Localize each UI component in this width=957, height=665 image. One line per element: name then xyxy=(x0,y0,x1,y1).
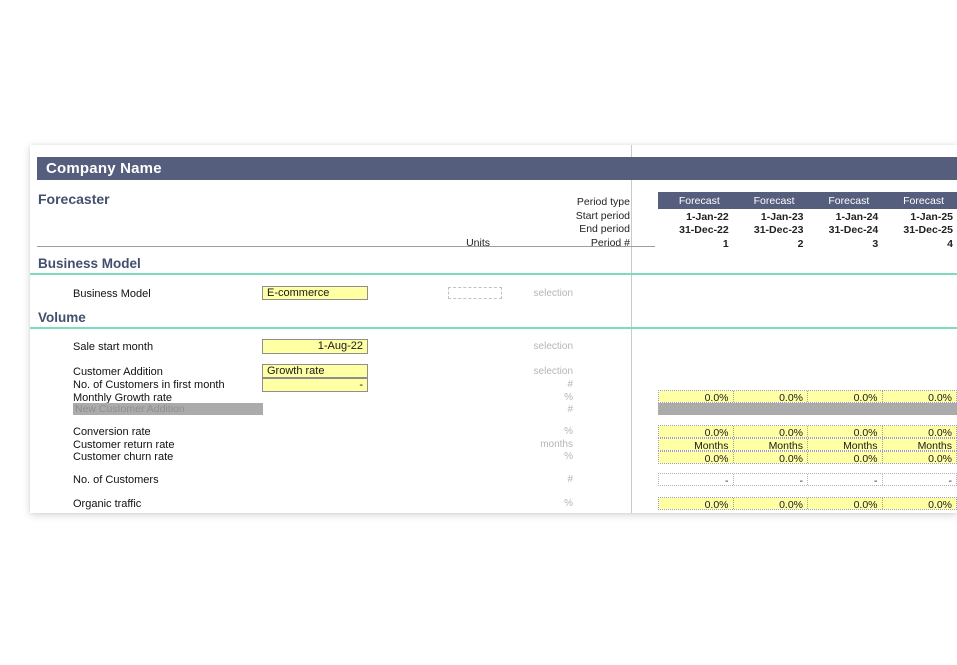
customer-churn-rate-unit: % xyxy=(564,451,573,462)
customer-churn-rate-cell[interactable]: 0.0% xyxy=(808,452,883,463)
period-type-label: Period type xyxy=(576,196,630,208)
business-model-label: Business Model xyxy=(73,288,151,300)
units-label: Units xyxy=(466,236,490,249)
customers-first-month-label: No. of Customers in first month xyxy=(73,379,225,391)
customer-churn-rate-cells: 0.0% 0.0% 0.0% 0.0% xyxy=(658,451,957,464)
conversion-rate-unit: % xyxy=(564,426,573,437)
conversion-rate-cells: 0.0% 0.0% 0.0% 0.0% xyxy=(658,425,957,438)
customer-return-rate-unit: months xyxy=(540,438,573,450)
sale-start-month-unit: selection xyxy=(533,341,573,352)
no-of-customers-cell: - xyxy=(659,474,734,485)
company-name-header: Company Name xyxy=(37,157,957,180)
section-accent-line xyxy=(30,273,957,275)
end-period-cell: 31-Dec-22 xyxy=(679,224,729,236)
monthly-growth-rate-cell[interactable]: 0.0% xyxy=(659,391,734,402)
no-of-customers-cell: - xyxy=(882,474,956,485)
start-period-cell: 1-Jan-22 xyxy=(686,210,729,223)
period-type-cell: Forecast xyxy=(828,195,870,207)
monthly-growth-rate-cell[interactable]: 0.0% xyxy=(882,391,956,402)
customer-return-rate-cells: Months Months Months Months xyxy=(658,438,957,451)
no-of-customers-unit: # xyxy=(567,474,573,485)
no-of-customers-cell: - xyxy=(808,474,883,485)
monthly-growth-rate-cells: 0.0% 0.0% 0.0% 0.0% xyxy=(658,390,957,403)
new-customer-addition-unit: # xyxy=(567,403,573,415)
organic-traffic-cell[interactable]: 0.0% xyxy=(733,498,808,509)
monthly-growth-rate-cell[interactable]: 0.0% xyxy=(808,391,883,402)
monthly-growth-rate-label: Monthly Growth rate xyxy=(73,391,173,404)
customer-return-rate-cell[interactable]: Months xyxy=(882,439,956,450)
organic-traffic-cells: 0.0% 0.0% 0.0% 0.0% xyxy=(658,497,957,510)
customer-return-rate-label: Customer return rate xyxy=(73,438,175,451)
customer-return-rate-cell[interactable]: Months xyxy=(808,439,883,450)
start-period-row: 1-Jan-22 1-Jan-23 1-Jan-24 1-Jan-25 xyxy=(658,210,957,223)
no-of-customers-cell: - xyxy=(733,474,808,485)
section-business-model: Business Model xyxy=(38,256,141,271)
organic-traffic-cell[interactable]: 0.0% xyxy=(882,498,956,509)
period-num-row: 1 2 3 4 xyxy=(658,237,957,250)
forecaster-sheet: Company Name Forecaster Period type Star… xyxy=(30,145,957,513)
customer-addition-label: Customer Addition xyxy=(73,365,163,378)
start-period-cell: 1-Jan-24 xyxy=(835,210,879,223)
business-model-helper-cell[interactable] xyxy=(448,287,502,299)
monthly-growth-rate-unit: % xyxy=(564,391,573,403)
customer-addition-unit: selection xyxy=(533,365,573,377)
new-customer-addition-cells xyxy=(658,403,957,415)
monthly-growth-rate-cell[interactable]: 0.0% xyxy=(733,391,808,402)
organic-traffic-unit: % xyxy=(564,498,573,509)
freeze-pane-divider xyxy=(631,145,632,513)
conversion-rate-cell[interactable]: 0.0% xyxy=(882,426,956,437)
start-period-label: Start period xyxy=(575,209,630,222)
customer-churn-rate-label: Customer churn rate xyxy=(73,451,174,463)
organic-traffic-cell[interactable]: 0.0% xyxy=(659,498,734,509)
period-type-cell: Forecast xyxy=(903,195,944,207)
period-type-row: Forecast Forecast Forecast Forecast xyxy=(658,192,957,209)
sale-start-month-input[interactable]: 1-Aug-22 xyxy=(262,339,368,354)
customer-return-rate-cell[interactable]: Months xyxy=(659,439,734,450)
end-period-label: End period xyxy=(579,223,630,235)
conversion-rate-cell[interactable]: 0.0% xyxy=(659,426,734,437)
business-model-input[interactable]: E-commerce xyxy=(262,286,368,300)
end-period-cell: 31-Dec-23 xyxy=(753,224,804,236)
new-customer-addition-label: New Customer Addition xyxy=(73,403,263,415)
no-of-customers-cells: ---- xyxy=(658,473,957,486)
customer-churn-rate-cell[interactable]: 0.0% xyxy=(882,452,956,463)
section-volume: Volume xyxy=(38,310,86,325)
organic-traffic-cell[interactable]: 0.0% xyxy=(808,498,883,509)
customer-return-rate-cell[interactable]: Months xyxy=(733,439,808,450)
start-period-cell: 1-Jan-25 xyxy=(910,210,953,223)
sheet-title: Forecaster xyxy=(38,191,110,207)
customer-churn-rate-cell[interactable]: 0.0% xyxy=(733,452,808,463)
period-num-cell: 3 xyxy=(872,237,879,250)
conversion-rate-cell[interactable]: 0.0% xyxy=(733,426,808,437)
conversion-rate-label: Conversion rate xyxy=(73,426,151,438)
customer-addition-input[interactable]: Growth rate xyxy=(262,364,368,378)
customers-first-month-unit: # xyxy=(567,379,573,390)
customers-first-month-input[interactable]: - xyxy=(262,378,368,392)
period-num-cell: 1 xyxy=(722,237,729,250)
period-type-cell: Forecast xyxy=(753,195,795,207)
end-period-cell: 31-Dec-24 xyxy=(828,224,879,236)
start-period-cell: 1-Jan-23 xyxy=(760,210,804,223)
end-period-cell: 31-Dec-25 xyxy=(903,224,953,236)
business-model-unit: selection xyxy=(533,288,573,299)
period-num-cell: 4 xyxy=(947,237,953,250)
sale-start-month-label: Sale start month xyxy=(73,341,154,353)
no-of-customers-label: No. of Customers xyxy=(73,474,159,486)
period-num-label: Period # xyxy=(590,236,630,249)
end-period-row: 31-Dec-22 31-Dec-23 31-Dec-24 31-Dec-25 xyxy=(658,223,957,236)
conversion-rate-cell[interactable]: 0.0% xyxy=(808,426,883,437)
header-divider-line xyxy=(37,246,655,247)
customer-churn-rate-cell[interactable]: 0.0% xyxy=(659,452,734,463)
period-type-cell: Forecast xyxy=(678,195,720,207)
section-accent-line-2 xyxy=(30,327,957,329)
period-num-cell: 2 xyxy=(797,237,804,250)
organic-traffic-label: Organic traffic xyxy=(73,498,142,510)
